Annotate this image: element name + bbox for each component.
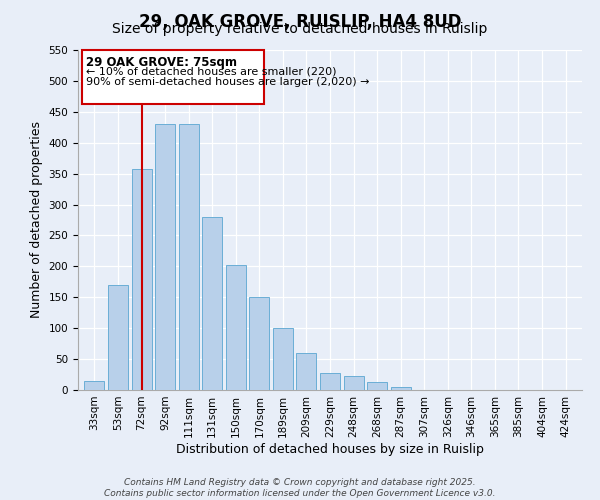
Bar — [391, 387, 410, 390]
Text: 90% of semi-detached houses are larger (2,020) →: 90% of semi-detached houses are larger (… — [86, 77, 370, 87]
Bar — [202, 217, 222, 390]
Text: ← 10% of detached houses are smaller (220): ← 10% of detached houses are smaller (22… — [86, 66, 337, 76]
Text: 29, OAK GROVE, RUISLIP, HA4 8UD: 29, OAK GROVE, RUISLIP, HA4 8UD — [139, 12, 461, 30]
X-axis label: Distribution of detached houses by size in Ruislip: Distribution of detached houses by size … — [176, 442, 484, 456]
Bar — [296, 353, 316, 390]
Bar — [155, 124, 175, 390]
Bar — [320, 374, 340, 390]
Bar — [179, 124, 199, 390]
FancyBboxPatch shape — [82, 50, 264, 104]
Y-axis label: Number of detached properties: Number of detached properties — [30, 122, 43, 318]
Bar — [250, 298, 269, 390]
Bar — [344, 376, 364, 390]
Bar — [131, 170, 152, 390]
Bar — [273, 328, 293, 390]
Text: Size of property relative to detached houses in Ruislip: Size of property relative to detached ho… — [112, 22, 488, 36]
Text: 29 OAK GROVE: 75sqm: 29 OAK GROVE: 75sqm — [86, 56, 237, 69]
Bar — [108, 285, 128, 390]
Bar — [367, 382, 387, 390]
Text: Contains HM Land Registry data © Crown copyright and database right 2025.
Contai: Contains HM Land Registry data © Crown c… — [104, 478, 496, 498]
Bar — [85, 380, 104, 390]
Bar — [226, 265, 246, 390]
